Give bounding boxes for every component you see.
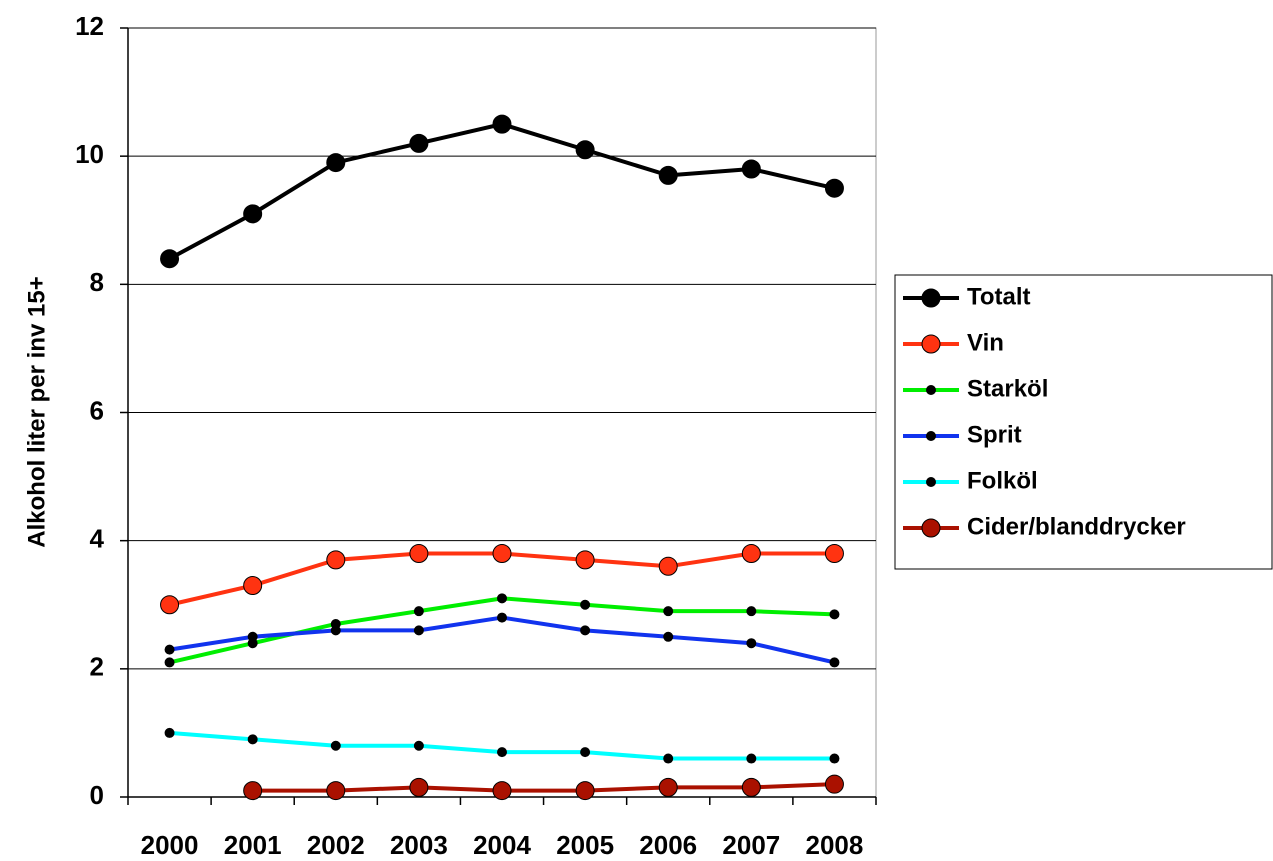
y-tick-label: 0 <box>90 780 104 810</box>
y-tick-label: 10 <box>75 139 104 169</box>
data-point <box>746 606 757 617</box>
y-tick-label: 2 <box>90 652 104 682</box>
data-point <box>247 631 258 642</box>
data-point <box>492 781 512 801</box>
data-point <box>824 178 844 198</box>
data-point <box>497 612 507 623</box>
data-point <box>164 644 175 655</box>
legend-label: Sprit <box>967 421 1022 448</box>
data-point <box>243 781 263 801</box>
data-point <box>409 543 429 563</box>
data-point <box>663 753 674 764</box>
data-point <box>741 543 761 563</box>
legend-label: Totalt <box>967 283 1031 310</box>
data-point <box>575 550 595 570</box>
data-point <box>575 140 595 160</box>
data-point <box>413 606 424 617</box>
data-point <box>575 781 595 801</box>
data-point <box>741 159 761 179</box>
legend-marker <box>921 518 941 538</box>
legend-label: Cider/blanddrycker <box>967 513 1186 540</box>
data-point <box>243 204 263 224</box>
legend-marker <box>921 288 941 308</box>
legend-marker <box>921 334 941 354</box>
y-tick-label: 8 <box>90 267 104 297</box>
data-point <box>326 781 346 801</box>
y-tick-label: 4 <box>90 524 105 554</box>
legend-box <box>894 274 1273 570</box>
data-point <box>247 734 258 745</box>
x-tick-label: 2007 <box>722 830 780 860</box>
data-point <box>330 740 341 751</box>
data-point <box>409 777 429 797</box>
x-tick-label: 2008 <box>806 830 864 860</box>
data-point <box>658 556 678 576</box>
legend-label: Starköl <box>967 375 1048 402</box>
x-tick-label: 2000 <box>141 830 199 860</box>
data-point <box>164 657 175 668</box>
data-point <box>746 753 757 764</box>
data-point <box>497 747 507 758</box>
series-line <box>252 782 835 793</box>
series-line <box>169 596 835 665</box>
data-point <box>829 753 840 764</box>
x-tick-label: 2005 <box>556 830 614 860</box>
data-point <box>658 777 678 797</box>
data-point <box>492 543 512 563</box>
series-line <box>168 122 835 261</box>
x-tick-label: 2003 <box>390 830 448 860</box>
data-point <box>824 774 844 794</box>
data-point <box>580 625 591 636</box>
legend-marker <box>926 477 936 487</box>
data-point <box>497 593 507 604</box>
data-point <box>663 606 674 617</box>
data-point <box>580 747 591 758</box>
x-tick-label: 2001 <box>224 830 282 860</box>
y-tick-label: 6 <box>90 395 104 425</box>
legend-marker <box>926 385 936 395</box>
data-point <box>160 249 180 269</box>
x-tick-label: 2004 <box>473 830 531 860</box>
y-tick-label: 12 <box>75 11 104 41</box>
x-tick-label: 2002 <box>307 830 365 860</box>
data-point <box>829 657 840 668</box>
data-point <box>409 133 429 153</box>
legend-label: Folköl <box>967 467 1038 494</box>
data-point <box>330 625 341 636</box>
y-axis-label: Alkohol liter per inv 15+ <box>23 276 50 547</box>
x-tick-label: 2006 <box>639 830 697 860</box>
data-point <box>746 638 757 649</box>
data-point <box>580 599 591 610</box>
data-point <box>413 740 424 751</box>
data-point <box>413 625 424 636</box>
data-point <box>741 777 761 797</box>
data-point <box>492 114 512 134</box>
data-point <box>663 631 674 642</box>
data-point <box>658 165 678 185</box>
data-point <box>829 609 840 620</box>
data-point <box>243 576 263 596</box>
data-point <box>160 595 180 615</box>
data-point <box>824 543 844 563</box>
data-point <box>326 550 346 570</box>
data-point <box>164 727 175 738</box>
legend-marker <box>926 431 936 441</box>
legend-label: Vin <box>967 329 1004 356</box>
data-point <box>326 153 346 173</box>
